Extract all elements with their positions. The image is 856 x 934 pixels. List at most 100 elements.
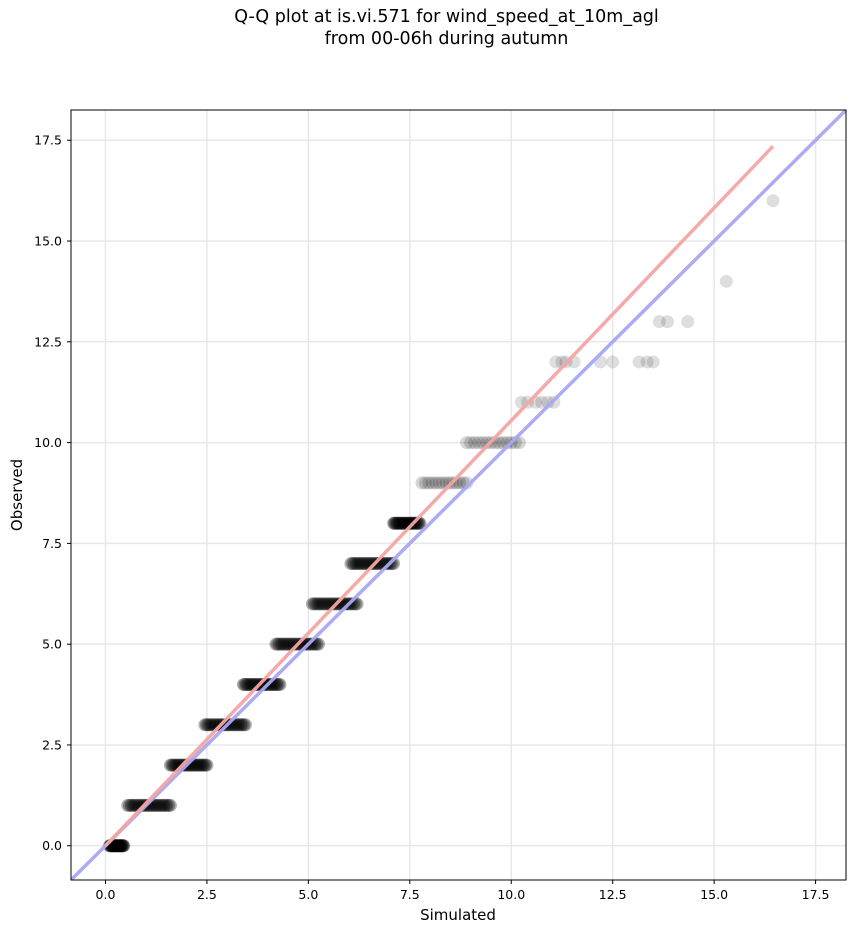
- data-point: [395, 516, 409, 530]
- data-point: [115, 839, 129, 853]
- data-point: [194, 758, 208, 772]
- data-point: [391, 516, 405, 530]
- data-point: [165, 758, 179, 772]
- data-point: [193, 758, 207, 772]
- data-point: [312, 637, 326, 651]
- x-tick-label: 7.5: [400, 887, 420, 902]
- data-point: [155, 798, 169, 812]
- data-point: [390, 516, 404, 530]
- data-point: [126, 798, 140, 812]
- data-point: [314, 597, 328, 611]
- data-point: [272, 677, 286, 691]
- data-point: [358, 557, 372, 571]
- data-point: [281, 637, 295, 651]
- data-points: [103, 194, 780, 853]
- data-point: [468, 436, 482, 450]
- data-point: [162, 798, 176, 812]
- data-point: [354, 557, 368, 571]
- data-point: [277, 637, 291, 651]
- data-point: [108, 839, 122, 853]
- data-point: [719, 274, 733, 288]
- data-point: [646, 355, 660, 369]
- y-tick-label: 5.0: [42, 637, 62, 652]
- data-point: [418, 476, 432, 490]
- data-point: [200, 758, 214, 772]
- data-point: [309, 597, 323, 611]
- data-point: [269, 637, 283, 651]
- data-point: [347, 557, 361, 571]
- y-tick-label: 17.5: [34, 133, 62, 148]
- x-tick-label: 10.0: [497, 887, 525, 902]
- data-point: [123, 798, 137, 812]
- data-point: [113, 839, 127, 853]
- x-tick-label: 2.5: [197, 887, 217, 902]
- data-point: [163, 758, 177, 772]
- data-point: [235, 718, 249, 732]
- data-point: [236, 677, 250, 691]
- data-point: [415, 476, 429, 490]
- data-point: [211, 718, 225, 732]
- data-point: [110, 839, 124, 853]
- data-point: [313, 597, 327, 611]
- data-point: [305, 597, 319, 611]
- data-point: [163, 798, 177, 812]
- data-point: [606, 355, 620, 369]
- data-point: [128, 798, 142, 812]
- x-tick-label: 5.0: [298, 887, 318, 902]
- data-point: [274, 637, 288, 651]
- data-point: [432, 476, 446, 490]
- data-point: [160, 798, 174, 812]
- y-tick-label: 7.5: [42, 536, 62, 551]
- data-point: [279, 637, 293, 651]
- data-point: [429, 476, 443, 490]
- data-point: [422, 476, 436, 490]
- data-point: [239, 677, 253, 691]
- data-point: [356, 557, 370, 571]
- data-point: [191, 758, 205, 772]
- data-point: [112, 839, 126, 853]
- data-point: [349, 557, 363, 571]
- data-point: [117, 839, 131, 853]
- data-point: [311, 597, 325, 611]
- data-point: [652, 315, 666, 329]
- data-point: [121, 798, 135, 812]
- data-point: [230, 718, 244, 732]
- data-point: [403, 516, 417, 530]
- data-point: [410, 516, 424, 530]
- y-tick-label: 2.5: [42, 737, 62, 752]
- data-point: [238, 677, 252, 691]
- data-point: [217, 718, 231, 732]
- data-point: [460, 436, 474, 450]
- data-point: [116, 839, 130, 853]
- data-point: [393, 516, 407, 530]
- chart-title: Q-Q plot at is.vi.571 for wind_speed_at_…: [0, 6, 856, 50]
- data-point: [116, 839, 130, 853]
- data-point: [111, 839, 124, 853]
- data-point: [464, 436, 478, 450]
- data-point: [332, 597, 346, 611]
- data-point: [109, 839, 123, 853]
- data-point: [352, 557, 366, 571]
- data-point: [197, 758, 211, 772]
- data-point: [264, 677, 278, 691]
- data-point: [234, 718, 248, 732]
- data-point: [271, 637, 285, 651]
- data-point: [396, 516, 410, 530]
- data-point: [196, 758, 210, 772]
- data-point: [345, 597, 359, 611]
- reference-lines: [71, 110, 846, 880]
- data-point: [425, 476, 439, 490]
- data-point: [124, 798, 138, 812]
- data-point: [198, 718, 212, 732]
- data-point: [272, 637, 286, 651]
- data-point: [242, 677, 256, 691]
- data-point: [114, 839, 128, 853]
- data-point: [166, 758, 180, 772]
- chart-title-line2: from 00-06h during autumn: [324, 29, 569, 49]
- data-point: [200, 718, 214, 732]
- data-point: [307, 597, 321, 611]
- fit-line: [104, 145, 775, 847]
- x-tick-label: 12.5: [599, 887, 627, 902]
- identity-line: [71, 110, 846, 880]
- data-point: [198, 758, 212, 772]
